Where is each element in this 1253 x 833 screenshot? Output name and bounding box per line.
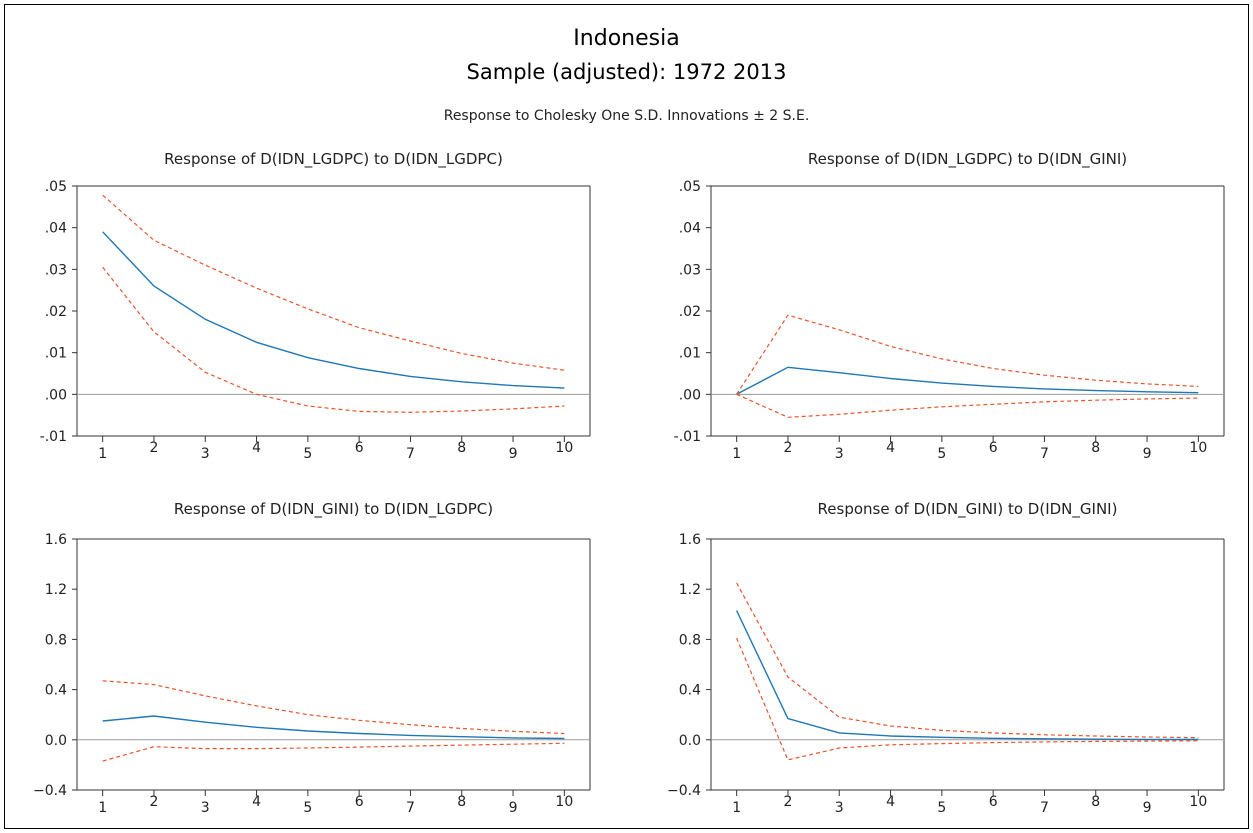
- x-tick-label: 10: [555, 440, 573, 456]
- x-tick-label: 1: [732, 800, 741, 816]
- x-tick-label: 6: [355, 794, 364, 810]
- x-tick-label: 5: [937, 446, 946, 462]
- x-tick-label: 6: [989, 794, 998, 810]
- x-tick-label: 9: [1143, 446, 1152, 462]
- y-tick-label: 0.4: [45, 683, 67, 699]
- y-tick-label: 0.0: [45, 733, 67, 749]
- upper-band-line: [102, 680, 565, 735]
- x-tick-label: 1: [732, 446, 741, 462]
- y-tick-label: .01: [45, 346, 67, 362]
- figure-frame: [4, 4, 1249, 829]
- x-tick-label: 3: [835, 446, 844, 462]
- y-tick-label: 1.2: [45, 582, 67, 598]
- y-tick-label: .00: [45, 387, 67, 403]
- figure-caption: Response to Cholesky One S.D. Innovation…: [443, 108, 810, 124]
- y-tick-label: -.01: [40, 429, 67, 445]
- x-tick-label: 8: [457, 440, 466, 456]
- y-tick-label: 1.6: [679, 532, 701, 548]
- y-tick-label: .04: [679, 221, 701, 237]
- y-tick-label: .03: [45, 262, 67, 278]
- response-line: [736, 366, 1199, 395]
- x-tick-label: 4: [252, 794, 261, 810]
- x-tick-label: 3: [201, 800, 210, 816]
- x-tick-label: 7: [406, 446, 415, 462]
- y-tick-label: .05: [679, 179, 701, 195]
- x-tick-label: 6: [989, 440, 998, 456]
- y-tick-label: .01: [679, 346, 701, 362]
- lower-band-line: [736, 393, 1199, 418]
- response-line: [102, 715, 565, 740]
- y-tick-label: .04: [45, 221, 67, 237]
- x-tick-label: 7: [406, 800, 415, 816]
- panel-title: Response of D(IDN_LGDPC) to D(IDN_GINI): [808, 150, 1127, 169]
- x-tick-label: 9: [509, 446, 518, 462]
- panel-title: Response of D(IDN_LGDPC) to D(IDN_LGDPC): [164, 150, 503, 169]
- x-tick-label: 2: [149, 794, 158, 810]
- y-tick-label: .03: [679, 262, 701, 278]
- x-tick-label: 4: [886, 440, 895, 456]
- y-tick-label: -.01: [674, 429, 701, 445]
- upper-band-line: [102, 194, 565, 371]
- x-tick-label: 8: [1091, 440, 1100, 456]
- y-tick-label: .05: [45, 179, 67, 195]
- x-tick-label: 10: [555, 794, 573, 810]
- x-tick-label: 2: [149, 440, 158, 456]
- x-tick-label: 6: [355, 440, 364, 456]
- y-tick-label: .02: [45, 304, 67, 320]
- x-tick-label: 1: [98, 800, 107, 816]
- x-tick-label: 9: [509, 800, 518, 816]
- y-tick-label: 0.0: [679, 733, 701, 749]
- y-tick-label: .00: [679, 387, 701, 403]
- x-tick-label: 9: [1143, 800, 1152, 816]
- response-line: [735, 610, 1199, 741]
- x-tick-label: 5: [937, 800, 946, 816]
- x-tick-label: 10: [1189, 440, 1207, 456]
- x-tick-label: 7: [1040, 800, 1049, 816]
- x-tick-label: 7: [1040, 446, 1049, 462]
- x-tick-label: 5: [303, 800, 312, 816]
- y-tick-label: −0.4: [33, 783, 67, 799]
- y-tick-label: 0.8: [679, 632, 701, 648]
- lower-band-line: [102, 742, 565, 762]
- figure-title: Indonesia: [573, 26, 680, 51]
- x-tick-label: 8: [457, 794, 466, 810]
- x-tick-label: 10: [1189, 794, 1207, 810]
- response-line: [102, 231, 565, 389]
- x-tick-label: 8: [1091, 794, 1100, 810]
- x-tick-label: 2: [783, 794, 792, 810]
- x-tick-label: 4: [252, 440, 261, 456]
- x-tick-label: 4: [886, 794, 895, 810]
- y-tick-label: 1.2: [679, 582, 701, 598]
- y-tick-label: 0.8: [45, 632, 67, 648]
- x-tick-label: 3: [835, 800, 844, 816]
- panel-title: Response of D(IDN_GINI) to D(IDN_LGDPC): [174, 500, 493, 519]
- figure-subtitle: Sample (adjusted): 1972 2013: [466, 60, 787, 84]
- x-tick-label: 3: [201, 446, 210, 462]
- x-tick-label: 5: [303, 446, 312, 462]
- upper-band-line: [736, 582, 1199, 739]
- y-tick-label: 0.4: [679, 683, 701, 699]
- upper-band-line: [736, 314, 1199, 395]
- x-tick-label: 2: [783, 440, 792, 456]
- y-tick-label: 1.6: [45, 532, 67, 548]
- x-tick-label: 1: [98, 446, 107, 462]
- y-tick-label: .02: [679, 304, 701, 320]
- y-tick-label: −0.4: [667, 783, 701, 799]
- lower-band-line: [102, 266, 565, 413]
- lower-band-line: [736, 637, 1199, 761]
- panel-title: Response of D(IDN_GINI) to D(IDN_GINI): [818, 500, 1118, 519]
